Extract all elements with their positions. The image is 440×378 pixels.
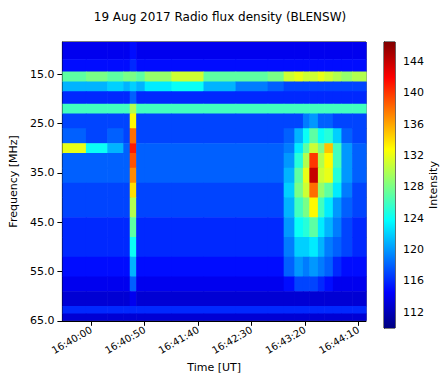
svg-text:128: 128: [403, 180, 424, 193]
svg-text:140: 140: [403, 86, 424, 99]
svg-text:45.0: 45.0: [30, 216, 55, 229]
svg-text:16:40:00: 16:40:00: [50, 324, 94, 356]
svg-text:65.0: 65.0: [30, 314, 55, 327]
svg-text:35.0: 35.0: [30, 166, 55, 179]
svg-text:19 Aug 2017 Radio flux density: 19 Aug 2017 Radio flux density (BLENSW): [94, 10, 346, 24]
svg-text:16:41:40: 16:41:40: [157, 324, 201, 356]
svg-text:112: 112: [403, 306, 424, 319]
svg-text:25.0: 25.0: [30, 117, 55, 130]
svg-text:Time [UT]: Time [UT]: [186, 361, 241, 374]
svg-text:55.0: 55.0: [30, 265, 55, 278]
svg-text:16:43:20: 16:43:20: [263, 324, 307, 356]
svg-text:16:44:10: 16:44:10: [317, 324, 361, 356]
svg-text:136: 136: [403, 118, 424, 131]
svg-text:Frequency [MHz]: Frequency [MHz]: [7, 135, 20, 227]
svg-text:16:40:50: 16:40:50: [103, 324, 147, 356]
svg-text:Intensity: Intensity: [427, 161, 440, 209]
svg-text:16:42:30: 16:42:30: [210, 324, 254, 356]
svg-text:120: 120: [403, 243, 424, 256]
svg-text:116: 116: [403, 274, 424, 287]
svg-text:15.0: 15.0: [30, 68, 55, 81]
svg-text:132: 132: [403, 149, 424, 162]
svg-text:144: 144: [403, 55, 424, 68]
svg-text:124: 124: [403, 212, 424, 225]
